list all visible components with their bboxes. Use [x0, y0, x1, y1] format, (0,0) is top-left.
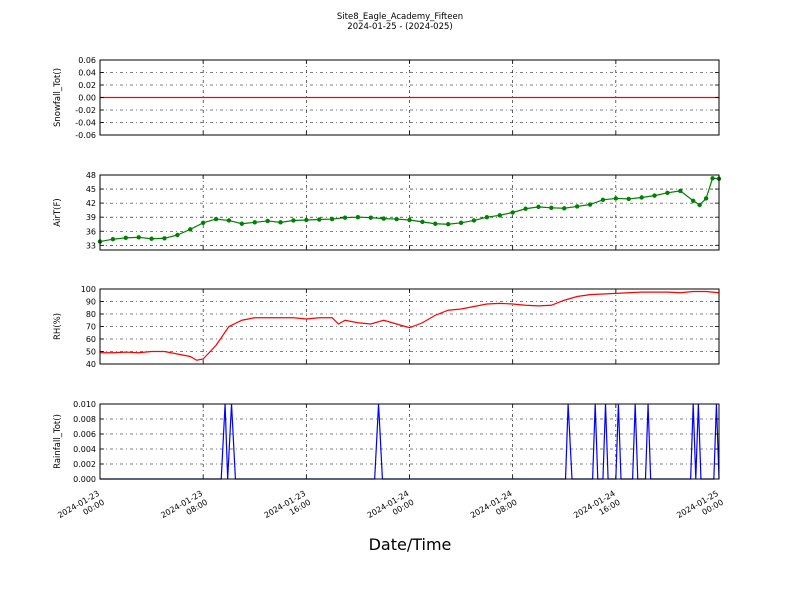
- y-tick-label: 0.00: [78, 94, 96, 103]
- x-tick-label: 2024-01-2400:00: [366, 489, 416, 529]
- data-point: [458, 220, 464, 226]
- data-point: [200, 220, 206, 226]
- data-point: [433, 221, 438, 226]
- series-line: [100, 290, 720, 361]
- data-point: [626, 196, 631, 202]
- y-tick-label: 90: [86, 298, 96, 307]
- data-point: [710, 176, 715, 181]
- data-point: [381, 216, 386, 221]
- y-axis-label: AirT(F): [53, 198, 63, 226]
- y-tick-label: 0.006: [73, 430, 96, 439]
- y-tick-label: 0.004: [73, 445, 96, 454]
- y-tick-label: 80: [86, 310, 96, 319]
- data-point: [678, 188, 683, 194]
- data-point: [574, 204, 580, 209]
- data-point: [265, 218, 270, 224]
- y-tick-label: 45: [86, 185, 96, 194]
- y-tick-label: -0.06: [75, 131, 96, 140]
- y-axis-label: Rainfall_Tot(): [53, 414, 63, 469]
- y-tick-label: 60: [86, 335, 96, 344]
- y-tick-label: 40: [86, 360, 96, 369]
- y-axis-label: RH(%): [53, 313, 63, 340]
- y-tick-label: 48: [86, 171, 96, 180]
- data-point: [123, 235, 128, 241]
- data-point: [562, 206, 567, 211]
- y-tick-label: 0.000: [73, 475, 96, 484]
- y-tick-label: 33: [86, 241, 96, 250]
- y-tick-label: 70: [86, 323, 96, 332]
- data-point: [110, 237, 116, 242]
- panels: 0.06 0.04 0.02 0.00 -0.02 -0.04 -0.06 Snowfall_…: [53, 56, 725, 529]
- data-point: [536, 204, 541, 210]
- data-point: [484, 214, 490, 220]
- data-point: [136, 235, 141, 240]
- data-point: [445, 222, 451, 227]
- data-point: [278, 220, 283, 225]
- x-tick-label: 2024-01-2316:00: [263, 489, 313, 529]
- y-tick-label: 0.04: [78, 69, 96, 78]
- data-point: [613, 196, 619, 201]
- data-point: [342, 215, 348, 220]
- y-tick-label: 0.002: [73, 460, 96, 469]
- data-point: [175, 232, 180, 238]
- panel-3: 100 90 80 70 60 50 40 RH(%): [53, 285, 720, 369]
- y-axis-label: Snowfall_Tot(): [53, 68, 63, 127]
- panel-1: 0.06 0.04 0.02 0.00 -0.02 -0.04 -0.06 Snowfall_…: [53, 56, 720, 140]
- figure-title: Site8_Eagle_Academy_Fifteen: [337, 12, 463, 22]
- data-point: [355, 214, 361, 220]
- data-point: [497, 213, 502, 218]
- data-point: [523, 206, 528, 211]
- data-point: [407, 217, 412, 223]
- data-point: [291, 218, 296, 223]
- x-tick-label: 2024-01-2500:00: [675, 489, 725, 529]
- y-tick-label: 50: [86, 348, 96, 357]
- data-point: [549, 205, 554, 211]
- data-point: [665, 190, 670, 196]
- data-point: [149, 236, 154, 241]
- data-point: [239, 221, 245, 226]
- data-point: [587, 202, 593, 207]
- data-point: [471, 218, 477, 223]
- y-tick-label: 0.06: [78, 56, 96, 65]
- data-point: [394, 216, 399, 222]
- y-tick-label: 100: [81, 285, 96, 294]
- data-point: [639, 195, 644, 200]
- data-point: [703, 196, 709, 201]
- data-point: [691, 198, 696, 203]
- y-tick-label: 36: [86, 227, 96, 236]
- data-point: [652, 193, 657, 198]
- panel-2: 48 45 42 39 36 33 AirT(F): [53, 171, 722, 251]
- x-axis-label: Date/Time: [369, 535, 452, 554]
- y-tick-label: 42: [86, 199, 96, 208]
- data-point: [226, 218, 232, 223]
- x-tick-label: 2024-01-2308:00: [159, 489, 209, 529]
- data-point: [252, 220, 257, 225]
- x-tick-labels: 2024-01-2300:00 2024-01-2308:00 2024-01-23…: [56, 489, 725, 529]
- data-point: [162, 236, 167, 241]
- data-point: [304, 217, 309, 223]
- data-point: [213, 216, 219, 222]
- y-tick-label: -0.02: [75, 106, 96, 115]
- data-point: [600, 197, 606, 203]
- data-point: [188, 227, 193, 232]
- data-point: [697, 202, 702, 208]
- panel-4: 0.010 0.008 0.006 0.004 0.002 0.000 Rainfall_T…: [53, 400, 720, 484]
- data-point: [317, 217, 322, 222]
- x-tick-label: 2024-01-2416:00: [572, 489, 622, 529]
- y-tick-label: 39: [86, 213, 96, 222]
- y-tick-label: 0.02: [78, 81, 96, 90]
- y-tick-label: 0.010: [73, 400, 96, 409]
- data-point: [420, 219, 425, 225]
- series-markers: [97, 176, 722, 244]
- data-point: [368, 215, 374, 220]
- x-tick-label: 2024-01-2300:00: [56, 489, 106, 529]
- y-tick-label: 0.008: [73, 415, 96, 424]
- data-point: [510, 210, 515, 215]
- x-tick-label: 2024-01-2408:00: [469, 489, 519, 529]
- data-point: [329, 216, 335, 222]
- y-tick-label: -0.04: [75, 119, 96, 128]
- figure-subtitle: 2024-01-25 - (2024-025): [347, 22, 452, 32]
